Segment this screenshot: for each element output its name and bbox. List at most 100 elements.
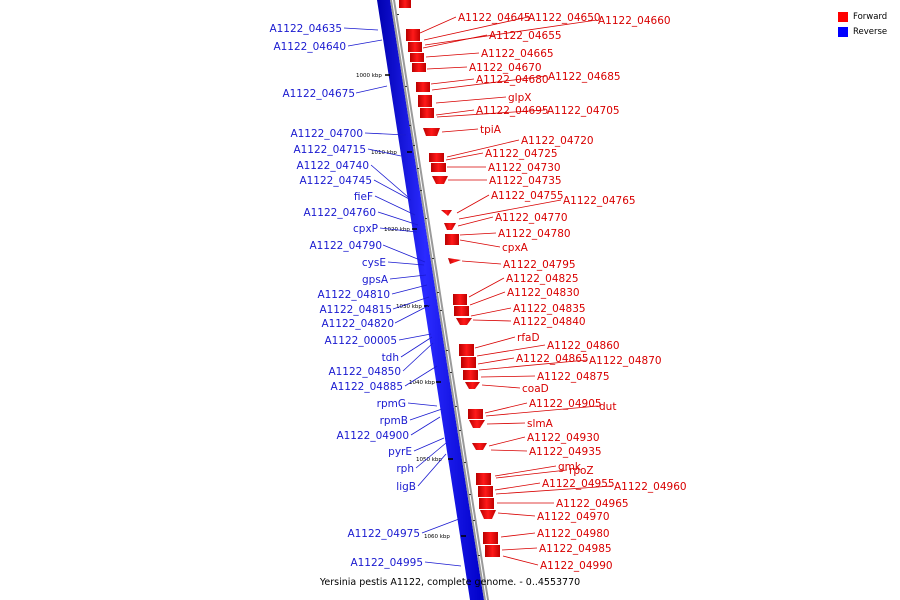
forward-gene	[410, 53, 424, 62]
reverse-gene-label: A1122_04745	[299, 175, 372, 187]
forward-gene-label: rpoZ	[569, 465, 594, 477]
reverse-gene-label: A1122_04885	[330, 381, 403, 393]
reverse-strand-band	[377, 0, 484, 600]
reverse-gene-label: A1122_04740	[296, 160, 369, 172]
forward-swatch	[838, 11, 848, 22]
reverse-gene-label: A1122_04850	[328, 366, 401, 378]
forward-gene	[485, 545, 500, 557]
forward-gene	[476, 473, 491, 485]
forward-gene-label: A1122_04865	[516, 353, 589, 365]
forward-gene	[429, 153, 444, 162]
reverse-gene-label: A1122_04820	[321, 318, 394, 330]
forward-gene-label: A1122_04725	[485, 148, 558, 160]
reverse-gene-label: A1122_04975	[347, 528, 420, 540]
genome-caption: Yersinia pestis A1122, complete genome. …	[319, 577, 581, 588]
reverse-gene-label: rph	[396, 463, 414, 475]
forward-gene-label: A1122_04830	[507, 287, 580, 299]
scale-ticks	[385, 74, 466, 537]
forward-gene-label: A1122_04755	[491, 190, 564, 202]
forward-gene-label: A1122_04965	[556, 498, 629, 510]
reverse-gene-label: pyrE	[388, 446, 412, 458]
forward-gene	[483, 532, 498, 544]
forward-gene-label: A1122_04825	[506, 273, 579, 285]
forward-gene	[453, 294, 467, 305]
reverse-gene-label: A1122_04810	[317, 289, 390, 301]
forward-gene-label: A1122_04835	[513, 303, 586, 315]
reverse-gene-label: A1122_04995	[350, 557, 423, 569]
forward-gene-label: tpiA	[480, 124, 502, 136]
legend-item-reverse: Reverse	[838, 24, 887, 39]
forward-gene-label: A1122_04670	[469, 62, 542, 74]
forward-gene	[468, 409, 483, 419]
forward-gene-label: A1122_04660	[598, 15, 671, 27]
forward-gene-label: A1122_04720	[521, 135, 594, 147]
legend-item-forward: Forward	[838, 9, 887, 24]
forward-gene-label: A1122_04870	[589, 355, 662, 367]
forward-gene	[441, 210, 452, 216]
minor-ticks	[397, 14, 480, 556]
forward-gene	[444, 223, 456, 230]
forward-gene-label: A1122_04765	[563, 195, 636, 207]
forward-gene	[408, 42, 422, 52]
reverse-gene-label: A1122_04900	[336, 430, 409, 442]
reverse-gene-label: A1122_04790	[309, 240, 382, 252]
forward-gene-label: A1122_04860	[547, 340, 620, 352]
forward-gene-label: A1122_04875	[537, 371, 610, 383]
scale-label: 1010 kbp	[371, 150, 397, 156]
forward-gene	[431, 163, 446, 172]
reverse-gene-label: A1122_00005	[324, 335, 397, 347]
scale-label: 1030 kbp	[396, 304, 422, 310]
forward-gene-label: slmA	[527, 418, 554, 430]
forward-gene	[478, 486, 493, 497]
forward-gene-label: A1122_04780	[498, 228, 571, 240]
forward-gene	[480, 510, 496, 519]
forward-gene	[423, 128, 440, 136]
forward-gene	[412, 63, 426, 72]
forward-gene	[454, 306, 469, 316]
forward-gene-label: glpX	[508, 92, 531, 104]
forward-gene-label: A1122_04655	[489, 30, 562, 42]
forward-gene-label: A1122_04795	[503, 259, 576, 271]
forward-gene-label: A1122_04650	[528, 12, 601, 24]
reverse-gene-label: tdh	[382, 352, 399, 364]
forward-gene	[420, 108, 434, 118]
reverse-swatch	[838, 26, 848, 37]
forward-genes	[399, 0, 500, 557]
forward-gene-label: A1122_04970	[537, 511, 610, 523]
forward-gene-label: rfaD	[517, 332, 540, 344]
forward-gene-label: A1122_04960	[614, 481, 687, 493]
reverse-leader-lines	[343, 27, 462, 567]
scale-label: 1040 kbp	[409, 380, 435, 386]
legend: Forward Reverse	[838, 9, 887, 39]
reverse-gene-label: gpsA	[362, 274, 389, 286]
forward-gene	[445, 234, 459, 245]
scale-label: 1050 kbp	[416, 457, 442, 463]
forward-gene	[479, 498, 494, 509]
forward-gene-label: A1122_04680	[476, 74, 549, 86]
forward-gene-label: A1122_04705	[547, 105, 620, 117]
legend-label: Reverse	[853, 26, 888, 37]
forward-gene	[456, 318, 472, 325]
forward-gene-label: A1122_04990	[540, 560, 613, 572]
forward-gene-label: cpxA	[502, 242, 529, 254]
reverse-gene-label: A1122_04640	[273, 41, 346, 53]
forward-gene-label: A1122_04645	[458, 12, 531, 24]
reverse-gene-label: cysE	[362, 257, 386, 269]
forward-gene-label: A1122_04930	[527, 432, 600, 444]
legend-label: Forward	[853, 11, 888, 22]
forward-gene-label: A1122_04905	[529, 398, 602, 410]
forward-gene-label: A1122_04735	[489, 175, 562, 187]
reverse-gene-label: A1122_04675	[282, 88, 355, 100]
forward-gene	[432, 176, 448, 184]
reverse-gene-label: A1122_04815	[319, 304, 392, 316]
scale-label: 1000 kbp	[356, 73, 382, 79]
forward-gene-label: gmk	[558, 461, 582, 473]
forward-gene	[465, 382, 480, 389]
forward-leader-lines	[419, 16, 613, 566]
forward-gene-label: A1122_04665	[481, 48, 554, 60]
forward-gene-label: A1122_04730	[488, 162, 561, 174]
reverse-gene-label: cpxP	[353, 223, 378, 235]
forward-gene	[399, 0, 411, 8]
reverse-gene-label: A1122_04715	[293, 144, 366, 156]
